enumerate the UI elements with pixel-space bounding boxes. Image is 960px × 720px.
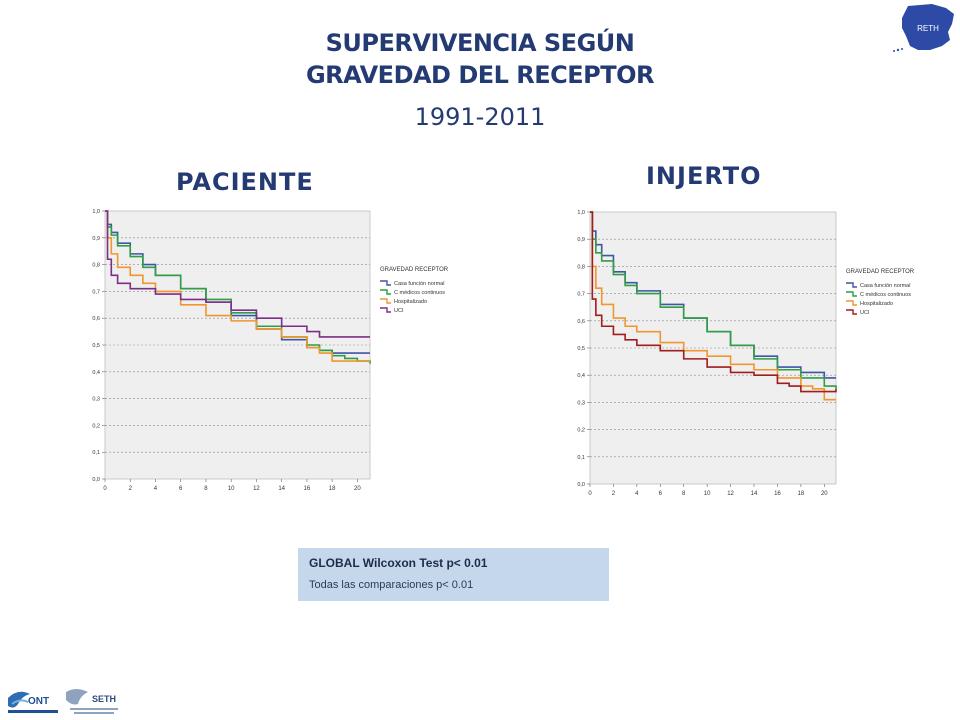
y-tick-label: 0,4 <box>92 370 100 376</box>
x-tick-label: 0 <box>103 486 107 492</box>
x-tick-label: 8 <box>204 486 208 492</box>
series-line-uci <box>105 210 370 338</box>
legend-item-label: Casa función normal <box>394 281 444 287</box>
series-line-hospitalizado <box>590 211 836 401</box>
legend-swatch <box>846 291 857 297</box>
series-line-hospitalizado <box>105 210 370 362</box>
y-tick-label: 0,0 <box>92 477 100 483</box>
y-tick-label: 0,2 <box>92 423 100 429</box>
x-tick-label: 6 <box>659 491 663 497</box>
x-tick-label: 6 <box>179 486 183 492</box>
chart-injerto: 0,0 0,1 0,2 0,3 0,4 0,5 0,6 0,7 0,8 0,9 1,0 0 2 4 6 8 10… <box>577 210 915 497</box>
panel-title-paciente: PACIENTE <box>176 168 314 196</box>
x-tick-label: 18 <box>798 491 805 497</box>
chart-paciente: 0,0 0,1 0,2 0,3 0,4 0,5 0,6 0,7 0,8 0,9 1,0 0 2 4 6 8 10… <box>92 209 449 492</box>
y-tick-label: 0,8 <box>577 264 585 270</box>
y-tick-label: 0,5 <box>92 343 100 349</box>
slide-title-line1: SUPERVIVENCIA SEGÚN <box>325 29 635 57</box>
y-tick-label: 0,6 <box>577 319 585 325</box>
legend-item-label: Hospitalizado <box>394 299 427 305</box>
seth-logo-label: SETH <box>92 694 116 704</box>
slide-years: 1991-2011 <box>414 103 546 131</box>
legend-swatch <box>380 298 391 304</box>
legend-item-label: Casa función normal <box>860 283 910 289</box>
x-tick-label: 2 <box>612 491 616 497</box>
x-tick-label: 20 <box>354 486 361 492</box>
legend-item-label: UCI <box>860 310 870 316</box>
y-tick-label: 0,6 <box>92 316 100 322</box>
y-tick-label: 0,4 <box>577 373 585 379</box>
x-tick-label: 10 <box>704 491 711 497</box>
x-tick-label: 12 <box>253 486 260 492</box>
y-tick-label: 0,7 <box>92 289 100 295</box>
x-tick-label: 16 <box>304 486 311 492</box>
seth-logo: SETH <box>66 689 118 714</box>
x-tick-label: 10 <box>228 486 235 492</box>
x-tick-label: 12 <box>727 491 734 497</box>
y-tick-label: 0,8 <box>92 263 100 269</box>
legend-swatch <box>380 289 391 295</box>
legend-item-label: C médicos continuos <box>860 292 911 298</box>
legend-item-label: C médicos continuos <box>394 290 445 296</box>
y-tick-label: 0,1 <box>92 450 100 456</box>
y-tick-label: 0,2 <box>577 428 585 434</box>
stats-note: Todas las comparaciones p< 0.01 <box>309 579 474 591</box>
ont-logo: ONT <box>8 691 58 713</box>
legend-swatch <box>846 282 857 288</box>
y-tick-label: 0,3 <box>92 397 100 403</box>
x-tick-label: 18 <box>329 486 336 492</box>
legend-swatch <box>380 280 391 286</box>
legend-swatch <box>846 300 857 306</box>
y-tick-label: 0,9 <box>92 236 100 242</box>
stats-title: GLOBAL Wilcoxon Test p< 0.01 <box>309 556 488 570</box>
y-tick-label: 0,5 <box>577 346 585 352</box>
legend-swatch <box>380 307 391 313</box>
x-tick-label: 8 <box>682 491 686 497</box>
x-tick-label: 16 <box>774 491 781 497</box>
y-tick-label: 0,1 <box>577 455 585 461</box>
y-tick-label: 0,7 <box>577 292 585 298</box>
x-tick-label: 20 <box>821 491 828 497</box>
footer-logos: ONT SETH <box>8 689 118 714</box>
x-tick-label: 4 <box>154 486 158 492</box>
panel-title-injerto: INJERTO <box>646 162 762 190</box>
y-tick-label: 0,9 <box>577 237 585 243</box>
x-tick-label: 2 <box>129 486 133 492</box>
y-tick-label: 1,0 <box>92 209 100 215</box>
series-line-casa-función-normal <box>590 211 836 379</box>
spain-map-shape <box>902 4 954 50</box>
y-tick-label: 0,0 <box>577 482 585 488</box>
reth-logo-label: RETH <box>917 24 939 33</box>
slide-title-line2: GRAVEDAD DEL RECEPTOR <box>305 61 655 89</box>
series-line-uci <box>590 211 837 393</box>
y-tick-label: 1,0 <box>577 210 585 216</box>
y-tick-label: 0,3 <box>577 400 585 406</box>
legend-item-label: Hospitalizado <box>860 301 893 307</box>
x-tick-label: 4 <box>635 491 639 497</box>
ont-logo-label: ONT <box>28 696 49 707</box>
series-line-c-médicos-continuos <box>105 210 371 364</box>
legend-item-label: UCI <box>394 308 404 314</box>
reth-map-logo: RETH <box>893 4 954 52</box>
x-tick-label: 14 <box>751 491 758 497</box>
legend-title: GRAVEDAD RECEPTOR <box>380 267 449 273</box>
legend-swatch <box>846 309 857 315</box>
x-tick-label: 0 <box>588 491 592 497</box>
series-line-c-médicos-continuos <box>590 211 837 389</box>
x-tick-label: 14 <box>278 486 285 492</box>
legend-title: GRAVEDAD RECEPTOR <box>846 269 915 275</box>
stats-box: GLOBAL Wilcoxon Test p< 0.01 Todas las c… <box>298 548 609 601</box>
